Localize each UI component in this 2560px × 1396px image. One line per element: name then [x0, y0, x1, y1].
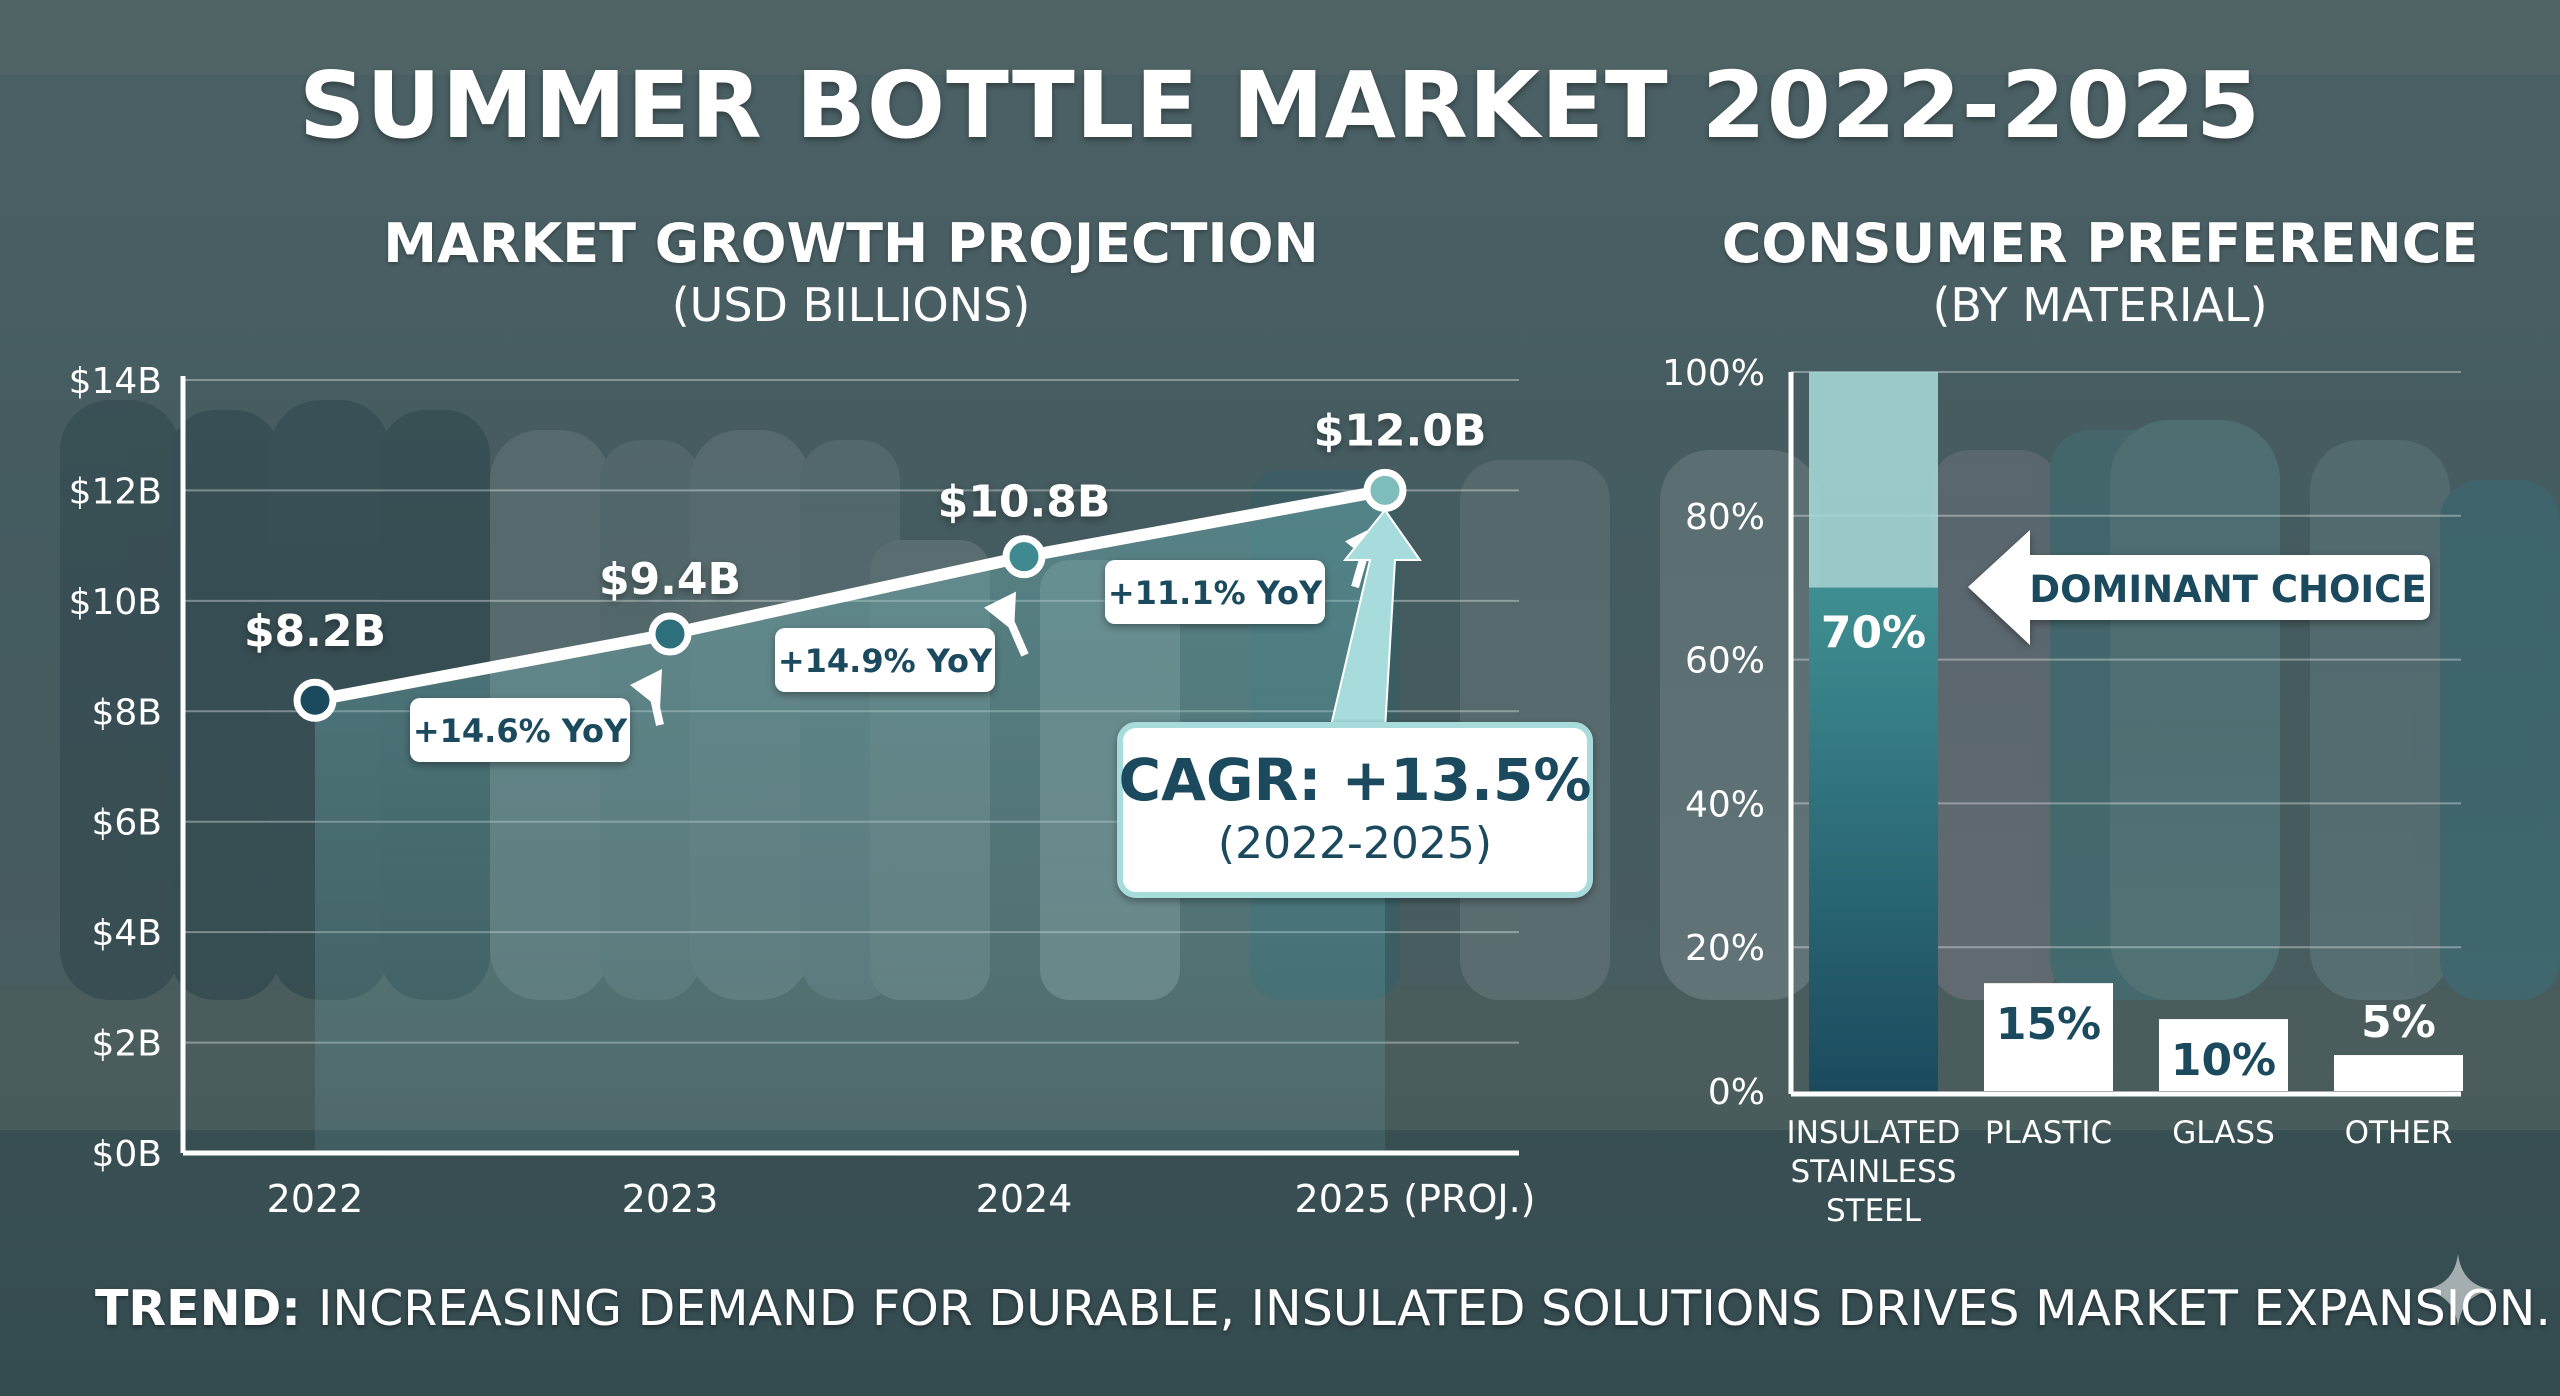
dominant-choice-callout: DOMINANT CHOICE: [1968, 530, 2430, 645]
bar: [2334, 1055, 2463, 1091]
bar-ytick-label: 60%: [1685, 641, 1765, 682]
bar-data-label: 10%: [2171, 1035, 2276, 1086]
bar-ytick-label: 0%: [1708, 1072, 1765, 1113]
yoy-label: +14.9% YoY: [778, 642, 993, 680]
yoy-callout: +14.6% YoY: [410, 668, 664, 762]
line-ytick-label: $0B: [91, 1134, 162, 1175]
trend-label: TREND:: [95, 1280, 301, 1337]
trend-statement: TREND: INCREASING DEMAND FOR DURABLE, IN…: [95, 1280, 2551, 1337]
bar-remainder-cap: [1809, 372, 1938, 588]
sparkle-icon: [2422, 1254, 2494, 1326]
bar-category-label: INSULATED STAINLESS STEEL: [1787, 1115, 1961, 1229]
cagr-title: CAGR: +13.5%: [1119, 746, 1592, 814]
trend-text: INCREASING DEMAND FOR DURABLE, INSULATED…: [317, 1280, 2551, 1337]
line-data-label: $8.2B: [244, 606, 386, 657]
bar: [2159, 1019, 2288, 1091]
line-xtick-label: 2025 (PROJ.): [1295, 1177, 1536, 1221]
bar-chart-subtitle: (BY MATERIAL): [1932, 278, 2268, 332]
bar-category-label: GLASS: [2172, 1115, 2275, 1151]
line-xtick-label: 2024: [976, 1177, 1073, 1221]
line-data-label: $10.8B: [938, 477, 1111, 528]
line-ytick-label: $6B: [91, 803, 162, 844]
line-data-label: $9.4B: [599, 554, 741, 605]
line-ytick-label: $12B: [69, 471, 162, 512]
bar: [1809, 587, 1938, 1091]
yoy-label: +14.6% YoY: [413, 712, 628, 750]
line-ytick-label: $2B: [91, 1024, 162, 1065]
bar-ytick-label: 40%: [1685, 784, 1765, 825]
yoy-label: +11.1% YoY: [1108, 574, 1323, 612]
line-data-point: [1363, 468, 1407, 512]
line-ytick-label: $10B: [69, 582, 162, 623]
cagr-subtitle: (2022-2025): [1218, 818, 1492, 869]
line-data-point: [1002, 535, 1046, 579]
line-chart-title: MARKET GROWTH PROJECTION: [383, 212, 1319, 275]
line-xtick-label: 2023: [622, 1177, 719, 1221]
line-data-point: [293, 678, 337, 722]
line-chart-subtitle: (USD BILLIONS): [671, 278, 1031, 332]
line-series: [313, 484, 1387, 707]
bar-data-label: 15%: [1996, 999, 2101, 1050]
bar-data-label: 70%: [1821, 608, 1926, 659]
bar-chart-title: CONSUMER PREFERENCE: [1721, 212, 2479, 275]
line-data-label: $12.0B: [1314, 405, 1487, 456]
line-data-point: [648, 612, 692, 656]
bar-category-label: PLASTIC: [1985, 1115, 2112, 1151]
cagr-callout: CAGR: +13.5%(2022-2025): [1117, 508, 1593, 898]
yoy-callout: +14.9% YoY: [775, 591, 1029, 692]
line-ytick-label: $4B: [91, 913, 162, 954]
page-title: SUMMER BOTTLE MARKET 2022-2025: [298, 52, 2262, 159]
line-ytick-label: $14B: [69, 361, 162, 402]
bar-ytick-label: 20%: [1685, 928, 1765, 969]
line-ytick-label: $8B: [91, 692, 162, 733]
bar-ytick-label: 80%: [1685, 497, 1765, 538]
bar: [1984, 983, 2113, 1091]
bar-data-label: 5%: [2361, 997, 2436, 1048]
bar-category-label: OTHER: [2345, 1115, 2453, 1151]
bar-ytick-label: 100%: [1662, 353, 1765, 394]
dominant-choice-label: DOMINANT CHOICE: [2029, 568, 2426, 611]
line-xtick-label: 2022: [267, 1177, 364, 1221]
